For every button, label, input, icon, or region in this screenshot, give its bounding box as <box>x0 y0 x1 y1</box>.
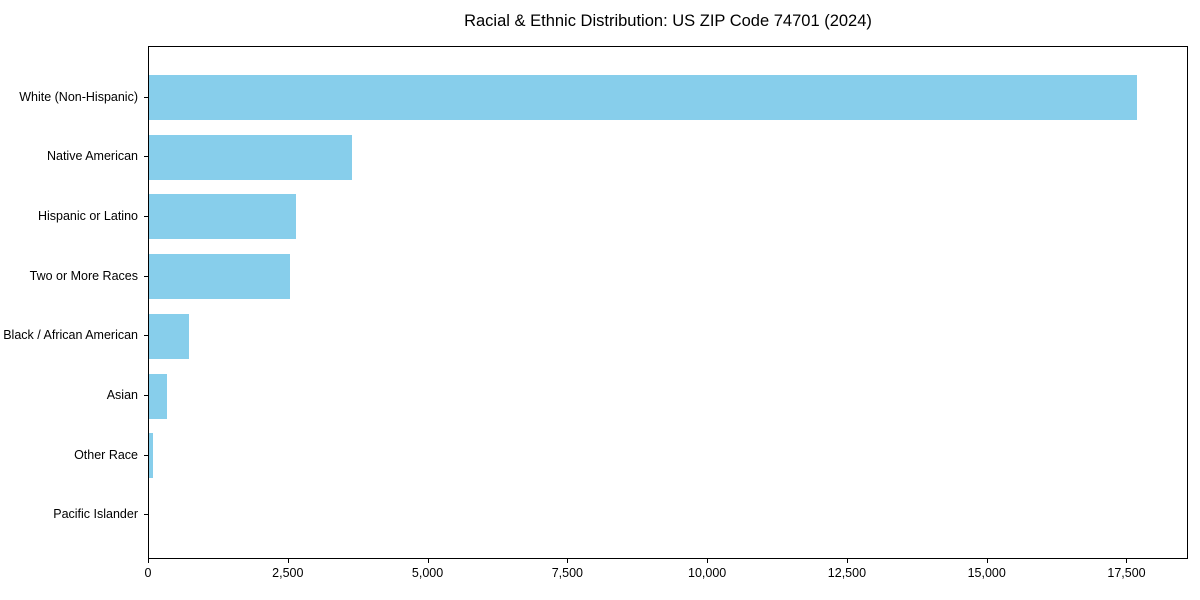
y-tick-mark <box>144 335 148 337</box>
y-tick-mark <box>144 96 148 98</box>
x-tick-label: 17,500 <box>1107 566 1146 580</box>
x-tick-label: 12,500 <box>827 566 867 580</box>
y-tick-mark <box>144 275 148 277</box>
bar-two-or-more-races <box>149 254 290 300</box>
x-tick-mark <box>567 559 569 563</box>
y-tick-mark <box>144 395 148 396</box>
y-tick-label-other-race: Other Race <box>74 447 138 462</box>
y-tick-mark <box>144 215 148 217</box>
bar-white-non-hispanic <box>149 75 1138 120</box>
y-tick-label-white-non-hispanic: White (Non-Hispanic) <box>19 89 138 104</box>
x-tick-label: 15,000 <box>967 566 1006 580</box>
x-tick-mark <box>427 559 429 563</box>
x-tick-label: 7,500 <box>551 566 583 580</box>
y-tick-label-hispanic-or-latino: Hispanic or Latino <box>37 208 138 223</box>
x-tick-label: 5,000 <box>411 566 444 580</box>
x-tick-label: 10,000 <box>688 566 727 580</box>
y-tick-label-black-african-american: Black / African American <box>3 328 138 343</box>
chart-title: Racial & Ethnic Distribution: US ZIP Cod… <box>464 12 872 30</box>
y-tick-label-two-or-more-races: Two or More Races <box>29 268 138 283</box>
bar-other-race <box>149 433 153 479</box>
y-tick-label-asian: Asian <box>106 388 138 402</box>
x-tick-label: 2,500 <box>272 566 304 580</box>
bar-black-african-american <box>149 313 189 359</box>
x-tick-label: 0 <box>144 566 152 580</box>
x-tick-mark <box>148 559 149 563</box>
y-tick-label-pacific-islander: Pacific Islander <box>53 507 138 522</box>
y-tick-mark <box>144 156 148 158</box>
bar-asian <box>149 373 167 419</box>
y-tick-label-native-american: Native American <box>46 149 138 164</box>
y-tick-mark <box>144 514 148 516</box>
x-tick-mark <box>1126 559 1128 563</box>
bar-hispanic-or-latino <box>149 194 297 240</box>
y-tick-mark <box>144 454 148 456</box>
x-tick-mark <box>287 559 289 563</box>
x-tick-mark <box>986 559 988 563</box>
x-tick-mark <box>846 559 848 563</box>
bar-native-american <box>149 134 352 180</box>
plot-area <box>148 46 1188 559</box>
x-tick-mark <box>707 559 709 563</box>
